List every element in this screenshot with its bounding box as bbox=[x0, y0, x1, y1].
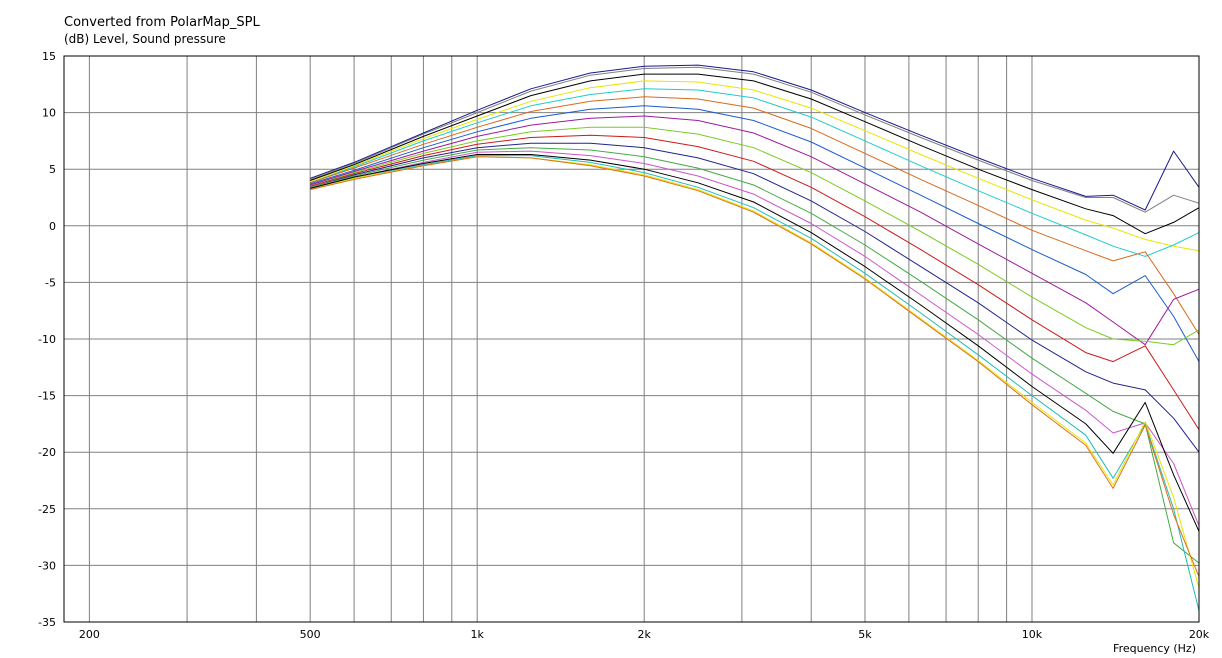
y-tick-label: 5 bbox=[49, 163, 56, 176]
series-line-15 bbox=[310, 155, 1200, 611]
y-tick-label: -20 bbox=[38, 446, 56, 459]
series-line-7 bbox=[310, 105, 1200, 362]
x-tick-label: 500 bbox=[300, 628, 321, 641]
x-tick-label: 1k bbox=[470, 628, 484, 641]
series-line-12 bbox=[310, 147, 1200, 564]
x-tick-label: 10k bbox=[1022, 628, 1043, 641]
x-axis-ticks: 200 500 1k 2k 5k 10k 20k bbox=[79, 628, 1210, 641]
series-group bbox=[310, 64, 1200, 611]
grid bbox=[64, 55, 1199, 623]
plot-frame bbox=[63, 55, 1200, 623]
y-axis-ticks: 15 10 5 0 -5 -10 -15 -20 -25 -30 -35 bbox=[38, 50, 56, 629]
x-tick-label: 5k bbox=[858, 628, 872, 641]
series-line-10 bbox=[310, 134, 1200, 430]
y-tick-label: -30 bbox=[38, 559, 56, 572]
series-line-17 bbox=[310, 156, 1200, 577]
series-line-1 bbox=[310, 64, 1200, 211]
series-line-8 bbox=[310, 115, 1200, 346]
series-line-14 bbox=[310, 154, 1200, 532]
series-line-13 bbox=[310, 150, 1200, 526]
y-tick-label: -5 bbox=[45, 276, 56, 289]
y-tick-label: -10 bbox=[38, 333, 56, 346]
series-line-4 bbox=[310, 80, 1200, 252]
chart-title: Converted from PolarMap_SPL bbox=[64, 15, 260, 30]
x-axis-label: Frequency (Hz) bbox=[1113, 642, 1196, 655]
series-line-3 bbox=[310, 73, 1200, 235]
series-line-11 bbox=[310, 142, 1200, 453]
series-line-16 bbox=[310, 156, 1200, 589]
x-tick-label: 200 bbox=[79, 628, 100, 641]
y-tick-label: 10 bbox=[42, 107, 56, 120]
y-tick-label: -35 bbox=[38, 616, 56, 629]
series-line-6 bbox=[310, 96, 1200, 335]
y-tick-label: -15 bbox=[38, 390, 56, 403]
series-line-5 bbox=[310, 88, 1200, 257]
series-line-2 bbox=[310, 66, 1200, 213]
x-tick-label: 20k bbox=[1189, 628, 1210, 641]
x-tick-label: 2k bbox=[638, 628, 652, 641]
chart-subtitle: (dB) Level, Sound pressure bbox=[64, 32, 226, 46]
series-line-9 bbox=[310, 126, 1200, 346]
y-tick-label: -25 bbox=[38, 503, 56, 516]
y-tick-label: 15 bbox=[42, 50, 56, 63]
y-tick-label: 0 bbox=[49, 220, 56, 233]
